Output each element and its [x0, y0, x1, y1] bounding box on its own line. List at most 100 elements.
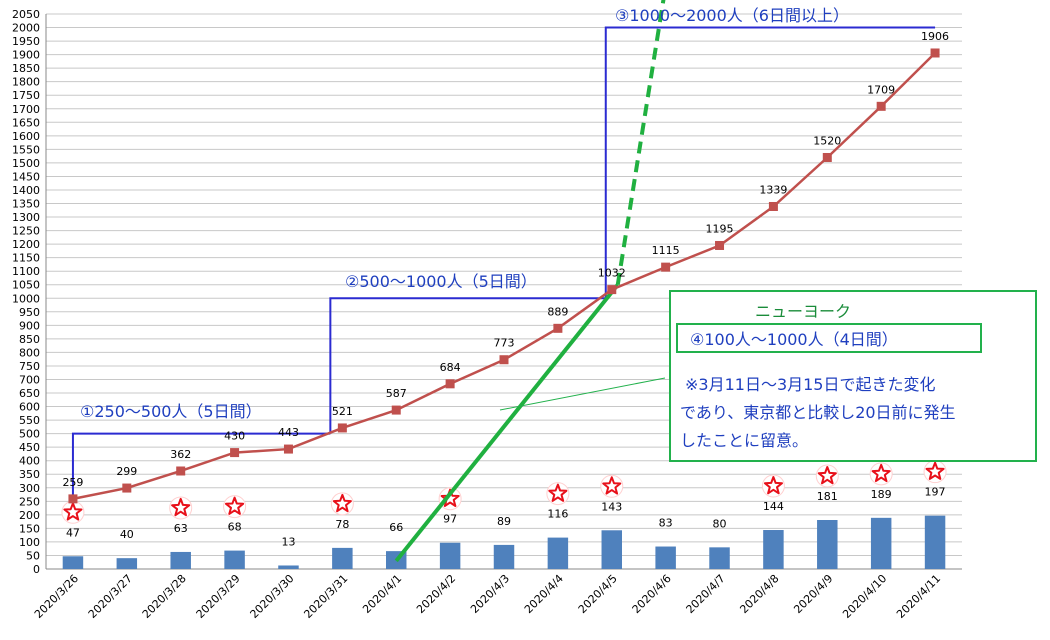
x-tick-label: 2020/4/8 [737, 572, 781, 616]
y-tick-label: 850 [19, 333, 40, 346]
bar [709, 547, 730, 569]
line-label: 684 [440, 361, 461, 374]
bar [116, 558, 138, 569]
y-tick-label: 2050 [12, 8, 40, 21]
bar-label: 63 [174, 522, 188, 535]
line-point [230, 448, 240, 458]
line-label: 773 [494, 337, 515, 350]
y-tick-label: 150 [19, 522, 40, 535]
y-tick-label: 500 [19, 428, 40, 441]
bar [655, 546, 676, 569]
line-label: 889 [547, 305, 568, 318]
y-tick-label: 1550 [12, 143, 40, 156]
line-label: 1520 [813, 134, 841, 147]
step-line-3 [604, 26, 936, 299]
x-tick-label: 2020/4/6 [630, 572, 674, 616]
bar-label: 80 [713, 517, 727, 530]
y-tick-label: 1750 [12, 89, 40, 102]
x-tick-label: 2020/4/3 [468, 572, 512, 616]
y-tick-label: 2000 [12, 22, 40, 35]
line-point [607, 285, 617, 295]
star-marker [332, 493, 352, 513]
bar-label: 13 [281, 535, 295, 548]
bar [547, 537, 569, 569]
note-line-2: であり、東京都と比較し20日前に発生 [680, 403, 956, 422]
line-label: 521 [332, 405, 353, 418]
y-tick-label: 200 [19, 509, 40, 522]
line-point [337, 423, 347, 433]
line-label: 1339 [759, 183, 787, 196]
y-axis-ticks: 0501001502002503003504004505005506006507… [12, 8, 40, 576]
line-label: 1906 [921, 30, 949, 43]
line-label: 587 [386, 387, 407, 400]
line-point [122, 483, 132, 493]
line-point [391, 405, 401, 415]
bar [817, 519, 838, 569]
bar [62, 556, 84, 569]
star-markers [61, 460, 947, 524]
bar-series [62, 515, 946, 569]
y-tick-label: 1400 [12, 184, 40, 197]
star-marker [602, 476, 622, 495]
bar-label: 89 [497, 515, 511, 528]
y-tick-label: 1850 [12, 62, 40, 75]
star-marker [548, 483, 568, 502]
line-label: 1709 [867, 83, 895, 96]
x-tick-label: 2020/3/26 [32, 572, 81, 621]
y-tick-label: 1000 [12, 292, 40, 305]
bar-label: 143 [601, 500, 622, 513]
line-point [176, 466, 186, 476]
x-tick-label: 2020/4/2 [414, 572, 458, 616]
line-point [930, 48, 940, 58]
y-tick-label: 350 [19, 468, 40, 481]
y-tick-label: 1450 [12, 170, 40, 183]
bar-label: 144 [763, 500, 784, 513]
star-marker [225, 496, 245, 515]
annotation-step3: ③1000～2000人（6日間以上） [615, 6, 849, 25]
x-tick-label: 2020/4/10 [840, 572, 889, 621]
bar [332, 547, 353, 569]
green-trend-dashed [615, 0, 666, 286]
y-tick-label: 1600 [12, 130, 40, 143]
ny-title: ニューヨーク [755, 302, 851, 321]
y-tick-label: 400 [19, 455, 40, 468]
x-tick-label: 2020/3/29 [194, 572, 243, 621]
y-tick-label: 1950 [12, 35, 40, 48]
bar-label: 197 [925, 486, 946, 499]
line-label: 299 [116, 465, 137, 478]
y-tick-label: 1350 [12, 198, 40, 211]
bar [763, 530, 784, 569]
line-label: 1115 [652, 244, 680, 257]
y-tick-label: 550 [19, 414, 40, 427]
bar [224, 550, 245, 569]
note-line-3: したことに留意。 [680, 431, 808, 450]
line-point [661, 262, 671, 272]
star-marker [925, 461, 945, 480]
bar [601, 530, 623, 569]
y-tick-label: 1300 [12, 211, 40, 224]
line-label: 1032 [598, 267, 626, 280]
y-tick-label: 1900 [12, 49, 40, 62]
bar-label: 83 [659, 517, 673, 530]
bar [439, 542, 461, 569]
y-tick-label: 950 [19, 306, 40, 319]
y-tick-label: 600 [19, 401, 40, 414]
bar-label: 40 [120, 528, 134, 541]
ny-annotation-box [669, 290, 1037, 462]
green-trend-solid [394, 283, 620, 563]
bar-label: 116 [547, 508, 568, 521]
bar-label: 68 [228, 521, 242, 534]
bar-label: 78 [335, 518, 349, 531]
bar-label: 66 [389, 521, 403, 534]
y-tick-label: 1250 [12, 225, 40, 238]
ny-inner-box [676, 323, 982, 353]
bar-label: 47 [66, 526, 80, 539]
line-data-labels: 259 299 362 430 443 521 587 684 773 889 1032 1115 11… [62, 30, 949, 489]
note-line-1: ※3月11日～3月15日で起きた変化 [685, 375, 936, 394]
line-point [715, 240, 725, 250]
y-tick-label: 300 [19, 482, 40, 495]
line-label: 430 [224, 430, 245, 443]
line-point [876, 101, 886, 111]
y-tick-label: 1200 [12, 238, 40, 251]
